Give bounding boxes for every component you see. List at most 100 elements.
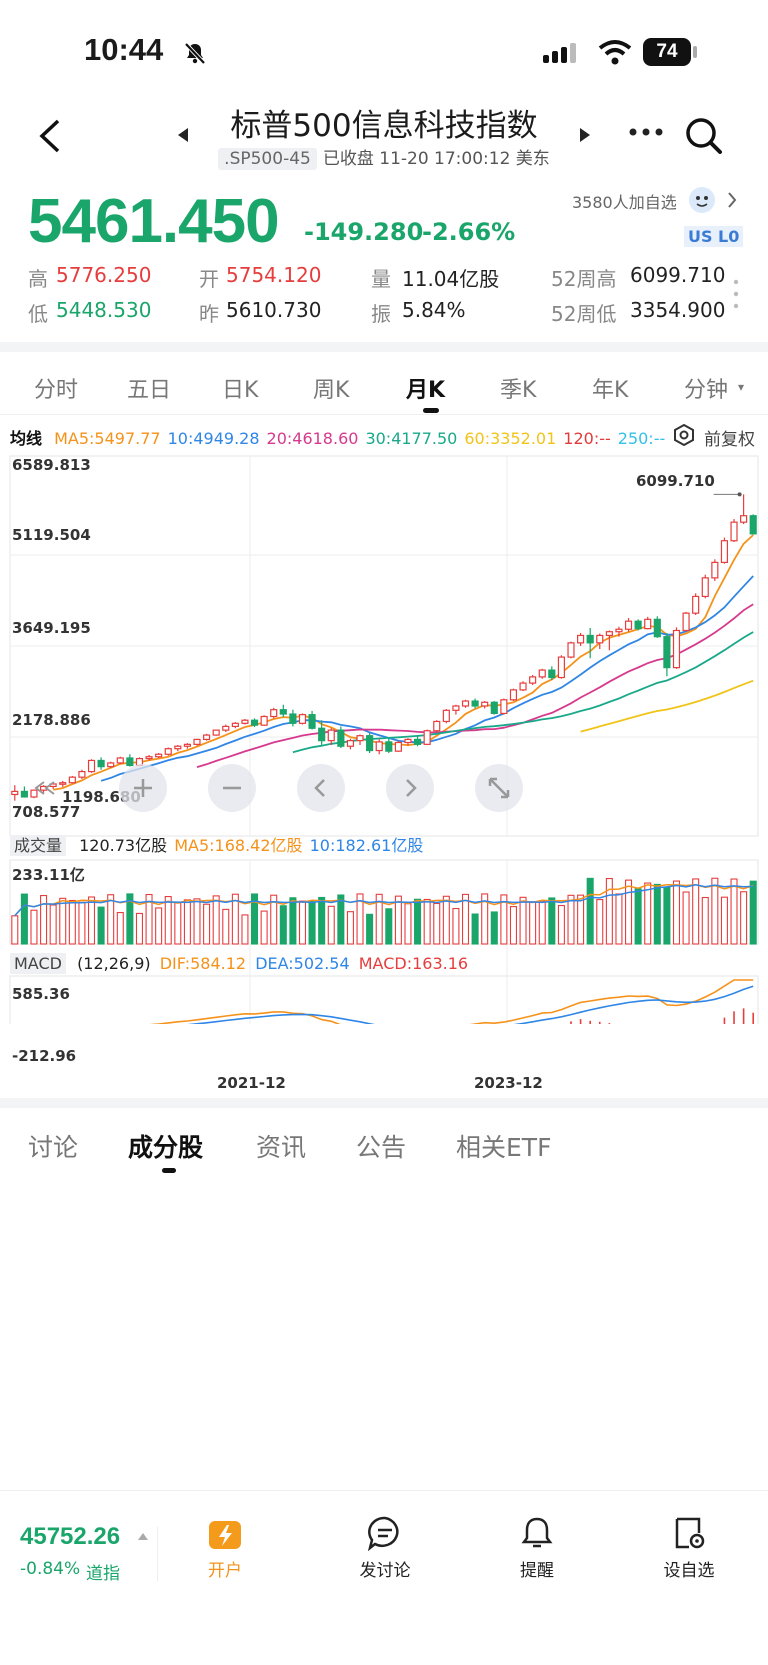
kline-chart[interactable] [0, 448, 768, 1024]
more-icon[interactable] [628, 126, 664, 138]
macd-pane-frame [9, 975, 759, 1024]
stat-label: 开 [199, 267, 219, 291]
tab-2[interactable]: 日K [222, 378, 259, 403]
candle [471, 698, 479, 709]
section-tab-3[interactable]: 公告 [356, 1133, 407, 1162]
macd-label[interactable]: MACD [10, 953, 66, 974]
volume-bar [20, 893, 28, 945]
prev-index-icon[interactable] [176, 126, 190, 144]
nav-label: 提醒 [520, 1561, 554, 1581]
section-tab-1[interactable]: 成分股 [128, 1133, 204, 1162]
candle [385, 738, 393, 754]
ticker-index-change: -0.84% [20, 1559, 81, 1579]
volume-bar [548, 897, 556, 945]
tab-7[interactable]: 分钟 [684, 378, 729, 403]
stat-value: 11.04亿股 [402, 267, 500, 291]
fullscreen-button[interactable] [475, 764, 523, 812]
candle [308, 710, 316, 730]
volume-bar [519, 896, 527, 945]
candle [624, 618, 633, 632]
candle [442, 709, 450, 724]
tab-4[interactable]: 月K [406, 378, 446, 403]
volume-bar [231, 893, 239, 945]
tab-0[interactable]: 分时 [34, 378, 79, 403]
section-tab-2[interactable]: 资讯 [256, 1133, 307, 1162]
candle [346, 738, 355, 750]
scroll-start-icon[interactable] [30, 780, 62, 796]
volume-bar [59, 897, 67, 945]
add-watchlist-button[interactable]: 设自选 [649, 1515, 729, 1581]
volume-bar [749, 880, 757, 945]
stat-value: 5754.120 [226, 263, 322, 287]
open-account-button[interactable]: 开户 [185, 1515, 265, 1581]
volume-bar [529, 901, 537, 945]
volume-bar [251, 893, 259, 945]
post-discussion-button[interactable]: 发讨论 [345, 1515, 425, 1581]
volume-bar [145, 893, 153, 945]
zoom-out-button[interactable] [208, 764, 256, 812]
page-title: 标普500信息科技指数 [230, 108, 538, 144]
back-icon[interactable] [36, 118, 64, 154]
candle [481, 701, 489, 709]
volume-bar [135, 912, 143, 945]
pan-right-button[interactable] [386, 764, 434, 812]
candle [653, 616, 661, 638]
section-divider [0, 342, 768, 352]
chevron-right-icon[interactable] [726, 191, 738, 209]
candle [577, 632, 585, 646]
volume-bar [634, 888, 642, 945]
chat-icon [367, 1516, 399, 1552]
tab-1[interactable]: 五日 [127, 378, 172, 403]
search-icon[interactable] [684, 116, 724, 156]
section-tab-4[interactable]: 相关ETF [456, 1133, 552, 1162]
macd-axis-top: 585.36 [12, 985, 70, 1003]
settings-hex-icon[interactable] [672, 423, 696, 447]
volume-bar [481, 893, 489, 945]
volume-bar [126, 893, 134, 945]
stat-value: 5.84% [402, 298, 466, 322]
stat-label: 量 [371, 267, 391, 291]
pan-left-button[interactable] [297, 764, 345, 812]
volume-ma5-line [14, 883, 754, 917]
candle [30, 789, 38, 799]
candle [212, 729, 220, 736]
lightning-bag-icon [209, 1521, 241, 1549]
ma-item: MA5:5497.77 [54, 429, 161, 448]
adjust-mode[interactable]: 前复权 [704, 430, 755, 450]
section-divider [0, 1098, 768, 1108]
stat-label: 振 [371, 302, 391, 326]
volume-label[interactable]: 成交量 [10, 835, 67, 856]
volume-bar [682, 891, 690, 945]
volume-bar [730, 878, 738, 945]
status-time: 10:44 [84, 32, 164, 67]
more-stats-handle-icon[interactable] [732, 278, 740, 310]
volume-bar [414, 898, 422, 945]
candle [107, 761, 115, 768]
candle [749, 514, 757, 535]
tab-6[interactable]: 年K [592, 378, 629, 403]
section-tab-0[interactable]: 讨论 [28, 1133, 79, 1162]
volume-bar [318, 896, 326, 945]
volume-bar [605, 877, 613, 945]
expand-icon [488, 777, 510, 799]
ticker-index-value[interactable]: 45752.26 [20, 1523, 121, 1550]
tabs-divider [0, 414, 768, 415]
candle [298, 713, 307, 725]
wifi-icon [598, 40, 632, 65]
zoom-in-button[interactable] [119, 764, 167, 812]
candle [404, 738, 412, 746]
followers-count[interactable]: 3580人加自选 [572, 193, 677, 212]
index-code: .SP500-45 [218, 148, 317, 170]
candle [174, 744, 182, 752]
candle [634, 619, 642, 631]
alert-button[interactable]: 提醒 [497, 1515, 577, 1581]
tab-5[interactable]: 季K [500, 378, 537, 403]
tab-3[interactable]: 周K [313, 378, 350, 403]
volume-bar [740, 891, 748, 945]
next-index-icon[interactable] [578, 126, 592, 144]
ma-item: 60:3352.01 [464, 429, 557, 448]
candle [366, 733, 374, 754]
volume-bar [471, 913, 479, 945]
candle [615, 626, 623, 637]
stat-value: 5776.250 [56, 263, 152, 287]
